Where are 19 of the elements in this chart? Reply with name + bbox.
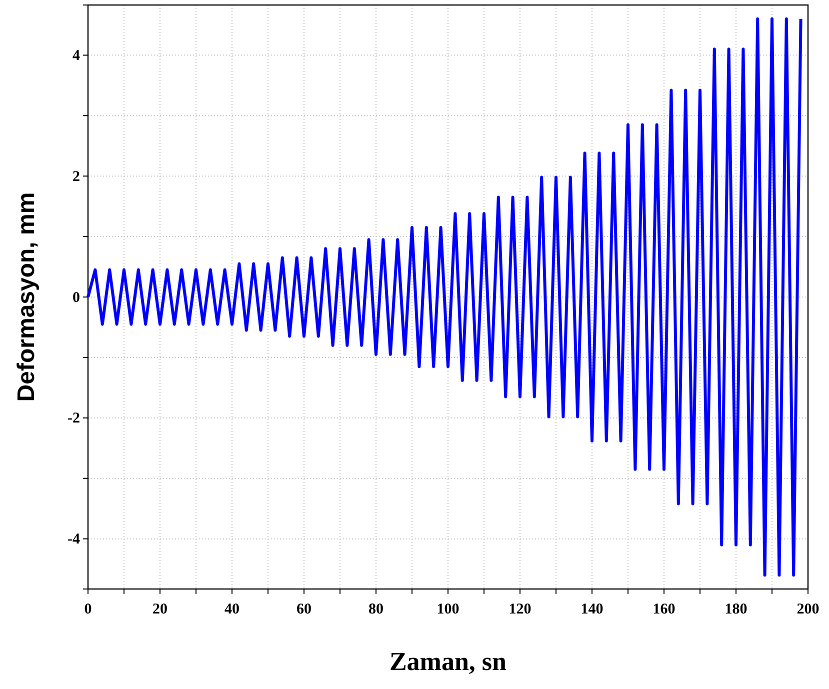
x-tick-label: 160	[652, 602, 676, 618]
line-series	[86, 17, 802, 577]
y-axis-title: Deformasyon, mm	[13, 192, 40, 402]
x-axis-title: Zaman, sn	[389, 647, 508, 676]
y-tick-label: 2	[72, 168, 80, 185]
x-tick-label: 120	[508, 602, 532, 618]
y-tick-label: -2	[68, 410, 80, 427]
x-tick-label: 40	[224, 602, 240, 618]
x-tick-label: 60	[296, 602, 312, 618]
x-tick-label: 140	[580, 602, 604, 618]
x-tick-label: 100	[436, 602, 460, 618]
x-tick-label: 180	[724, 602, 748, 618]
y-tick-label: -4	[68, 532, 80, 548]
x-tick-label: 0	[84, 602, 92, 618]
x-tick-label: 80	[368, 602, 384, 618]
x-tick-label: 200	[796, 602, 820, 618]
y-tick-label: 0	[72, 290, 80, 306]
x-tick-label: 20	[152, 602, 168, 618]
y-tick-label: 4	[72, 48, 80, 64]
